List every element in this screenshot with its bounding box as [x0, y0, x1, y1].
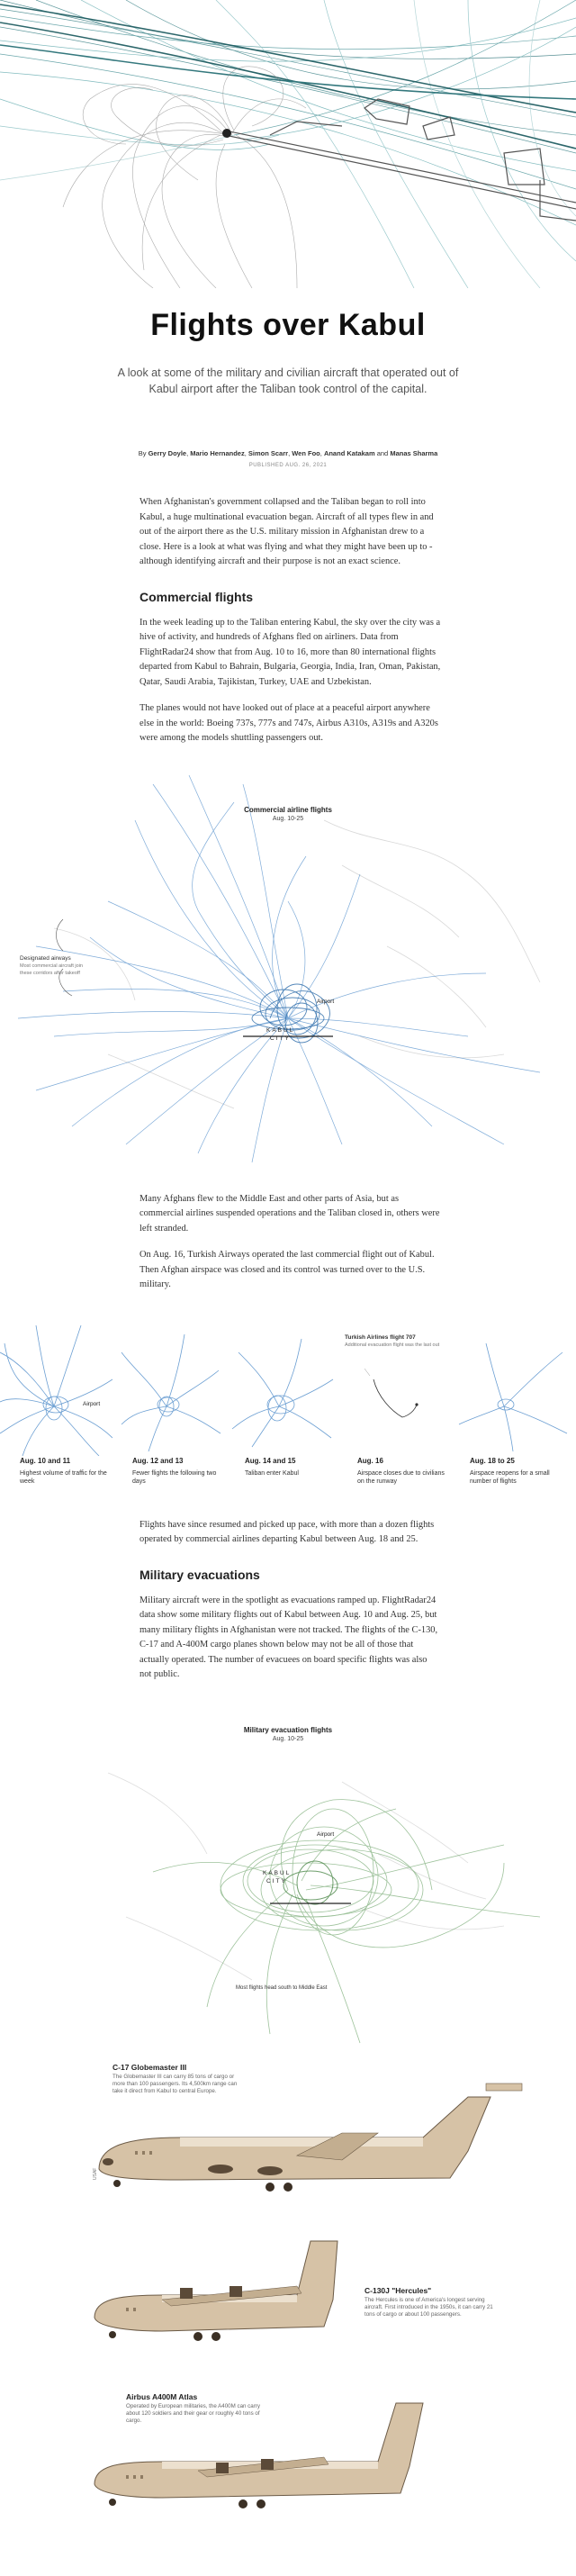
panel-aug-16: Turkish Airlines flight 707 Additional e… [338, 1325, 450, 1505]
commercial-paragraph-2: The planes would not have looked out of … [140, 703, 438, 743]
commercial-paragraph-4: On Aug. 16, Turkish Airways operated the… [140, 1250, 435, 1289]
military-airport-label: Airport [317, 1830, 335, 1838]
author-link[interactable]: Wen Foo [292, 449, 320, 457]
byline-prefix: By [138, 449, 147, 457]
aircraft-name: Airbus A400M Atlas [126, 2391, 198, 2401]
military-paragraph-0: Flights have since resumed and picked up… [140, 1519, 435, 1545]
aircraft-description: The Globemaster III can carry 85 tons of… [112, 2073, 238, 2094]
panel-description: Airspace reopens for a small number of f… [470, 1469, 550, 1485]
panel-date: Aug. 14 and 15 [245, 1456, 296, 1465]
author-link[interactable]: Mario Hernandez [190, 449, 245, 457]
airways-note: Most commercial aircraft join these corr… [20, 963, 83, 976]
intro-section: When Afghanistan's government collapsed … [140, 495, 441, 746]
panel-aug-12-13: Aug. 12 and 13 Fewer flights the followi… [112, 1325, 225, 1505]
panel-map-5 [458, 1342, 568, 1451]
panel-description: Fewer flights the following two days [132, 1469, 217, 1485]
military-paragraph-1: Military aircraft were in the spotlight … [140, 1595, 438, 1680]
byline-and: and [376, 449, 389, 457]
author-link[interactable]: Simon Scarr [248, 449, 289, 457]
airways-annotation: Designated airways Most commercial aircr… [20, 955, 92, 977]
panel-description: Airspace closes due to civilians on the … [357, 1469, 445, 1485]
turkish-flight-note: Additional evacuation flight was the las… [345, 1342, 440, 1348]
panel-map-3 [231, 1338, 334, 1447]
a400m-illustration [94, 2402, 424, 2508]
aircraft-illustrations: C-17 Globemaster III The Globemaster III… [0, 2061, 576, 2529]
spiral-note: Most flights head south to Middle East [236, 1984, 328, 1991]
panel-aug-10-11: Airport Aug. 10 and 11 Highest volume of… [0, 1324, 112, 1505]
panel-date: Aug. 16 [357, 1456, 383, 1465]
aircraft-name: C-130J "Hercules" [364, 2285, 432, 2295]
daily-flight-panels: Airport Aug. 10 and 11 Highest volume of… [0, 1324, 576, 1505]
image-credit: USAF [93, 2167, 98, 2180]
commercial-followup: Many Afghans flew to the Middle East and… [140, 1192, 441, 1293]
military-city-label-city: CITY [266, 1877, 287, 1885]
military-map-dates: Aug. 10-25 [272, 1735, 304, 1742]
commercial-map-dates: Aug. 10-25 [272, 815, 304, 822]
panel-airport-label: Airport [83, 1400, 101, 1407]
military-section: Flights have since resumed and picked up… [140, 1518, 441, 1683]
c17-illustration [98, 2083, 523, 2192]
author-link[interactable]: Gerry Doyle [148, 449, 187, 457]
panel-map-4 [364, 1368, 418, 1417]
commercial-paragraph-3: Many Afghans flew to the Middle East and… [140, 1193, 440, 1234]
panel-description: Highest volume of traffic for the week [20, 1469, 107, 1485]
city-label-kabul: KABUL [266, 1026, 295, 1034]
section-heading-commercial: Commercial flights [140, 589, 254, 604]
airport-label: Airport [317, 998, 335, 1005]
author-link[interactable]: Anand Katakam [323, 449, 375, 457]
panel-date: Aug. 18 to 25 [470, 1456, 515, 1465]
city-label-city: CITY [270, 1035, 291, 1042]
commercial-paragraph-1: In the week leading up to the Taliban en… [140, 617, 441, 687]
c130-illustration [94, 2240, 338, 2341]
intro-paragraph: When Afghanistan's government collapsed … [140, 497, 434, 566]
military-city-label-kabul: KABUL [263, 1869, 292, 1876]
commercial-flights-map: Commercial airline flights Aug. 10-25 Ai… [0, 766, 576, 1180]
turkish-flight-title: Turkish Airlines flight 707 [345, 1333, 416, 1341]
military-map-graphic [107, 1772, 541, 2043]
page-title: Flights over Kabul [150, 308, 426, 342]
section-heading-military: Military evacuations [140, 1567, 260, 1582]
published-date: PUBLISHED AUG. 26, 2021 [248, 463, 328, 468]
panel-aug-14-15: Aug. 14 and 15 Taliban enter Kabul [225, 1325, 338, 1505]
military-map-title: Military evacuation flights Aug. 10-25 [216, 1726, 360, 1742]
panel-date: Aug. 10 and 11 [20, 1456, 71, 1465]
aircraft-description: The Hercules is one of America's longest… [364, 2296, 493, 2318]
aircraft-description: Operated by European militaries, the A40… [126, 2402, 260, 2424]
turkish-flight-annotation: Turkish Airlines flight 707 Additional e… [345, 1334, 448, 1349]
aircraft-name: C-17 Globemaster III [112, 2062, 187, 2072]
panel-description: Taliban enter Kabul [245, 1469, 299, 1477]
military-flights-map: Military evacuation flights Aug. 10-25 A… [0, 1710, 576, 2052]
panel-date: Aug. 12 and 13 [132, 1456, 184, 1465]
commercial-map-title: Commercial airline flights Aug. 10-25 [216, 806, 360, 822]
panel-map-2 [121, 1333, 221, 1451]
panel-map-1 [0, 1324, 112, 1456]
byline: By Gerry Doyle, Mario Hernandez, Simon S… [138, 449, 438, 457]
panel-aug-18-25: Aug. 18 to 25 Airspace reopens for a sma… [450, 1325, 576, 1505]
hero-flight-lines [0, 0, 576, 288]
author-link[interactable]: Manas Sharma [390, 449, 438, 457]
commercial-map-graphic [17, 774, 541, 1162]
article-dek: A look at some of the military and civil… [117, 366, 459, 395]
airways-title: Designated airways [20, 954, 71, 962]
hero-illustration [0, 0, 576, 288]
